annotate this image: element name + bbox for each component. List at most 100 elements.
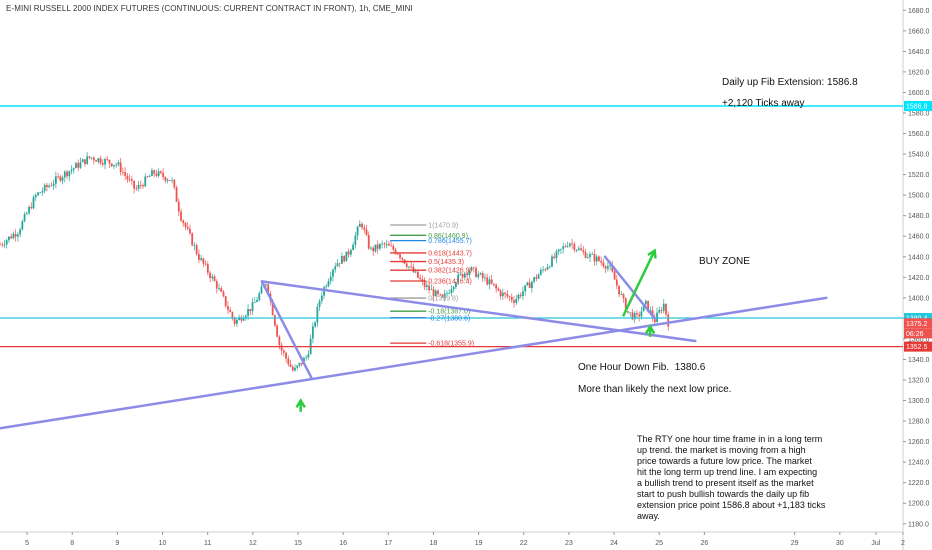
- candle-body: [202, 258, 205, 264]
- candle-body: [548, 266, 551, 268]
- candle-body: [653, 317, 656, 323]
- candle-body: [280, 345, 283, 351]
- candle-body: [155, 173, 158, 176]
- candle-body: [227, 306, 229, 310]
- candle-body: [349, 250, 352, 255]
- candle-body: [52, 183, 55, 186]
- candle-body: [658, 310, 661, 313]
- candle-body: [611, 264, 614, 272]
- candle-body: [365, 229, 368, 235]
- candle-body: [618, 285, 620, 295]
- candle-body: [327, 281, 330, 287]
- candle-body: [537, 274, 540, 279]
- candle-body: [336, 263, 339, 267]
- arrow-head: [644, 324, 656, 335]
- candle-body: [421, 279, 424, 281]
- candle-body: [66, 171, 68, 177]
- candle-body: [396, 253, 399, 255]
- candle-body: [452, 286, 455, 290]
- candle-body: [184, 222, 187, 227]
- candle-body: [231, 312, 234, 318]
- price-badge: [904, 318, 932, 329]
- candle-body: [425, 285, 428, 287]
- candle-body: [457, 274, 460, 283]
- candle-body: [95, 160, 97, 162]
- y-tick-label: 1640.0: [908, 49, 930, 56]
- candle-body: [160, 171, 162, 173]
- candle-body: [555, 251, 558, 259]
- y-tick-label: 1260.0: [908, 439, 930, 446]
- fib-level-label: 0.382(1426.9): [428, 268, 472, 275]
- candle-body: [104, 159, 106, 165]
- candle-body: [320, 295, 323, 301]
- candle-body: [410, 266, 413, 268]
- arrow-head: [295, 398, 306, 409]
- last-price-badge: [904, 312, 932, 323]
- candle-body: [244, 315, 247, 319]
- candle-body: [242, 318, 245, 321]
- candle-body: [16, 234, 19, 237]
- candle-body: [542, 269, 544, 271]
- candle-body: [168, 180, 171, 182]
- candle-body: [372, 247, 375, 252]
- candle-body: [568, 243, 571, 247]
- fib-level-label: -0.27(1380.6): [428, 315, 470, 322]
- candle-body: [381, 243, 384, 245]
- candle-body: [122, 172, 124, 173]
- x-tick-label: 15: [294, 540, 302, 547]
- candle-body: [419, 277, 422, 280]
- candle-body: [180, 211, 182, 221]
- candle-body: [209, 272, 211, 279]
- x-tick-label: 10: [159, 540, 167, 547]
- buy-arrow-left: [295, 398, 306, 412]
- candle-body: [294, 367, 296, 371]
- candle-body: [430, 289, 433, 291]
- low-target-badge: [904, 341, 932, 352]
- y-tick-label: 1500.0: [908, 193, 930, 200]
- x-tick-label: 16: [339, 540, 347, 547]
- candle-body: [63, 171, 66, 178]
- candle-body: [504, 292, 506, 294]
- candle-body: [32, 197, 35, 209]
- candle-body: [441, 294, 444, 298]
- fib-level-label: 0.618(1443.7): [428, 250, 472, 257]
- low-target-badge-label: 1352.5: [906, 344, 928, 351]
- x-tick-label: 2: [901, 540, 905, 547]
- projection-arrow: [621, 248, 657, 317]
- candle-body: [463, 273, 466, 278]
- candle-body: [276, 325, 279, 337]
- y-tick-label: 1680.0: [908, 8, 930, 15]
- candle-body: [133, 180, 135, 189]
- y-tick-label: 1300.0: [908, 398, 930, 405]
- fib-level-label: 0.5(1435.3): [428, 259, 464, 266]
- candle-body: [323, 287, 325, 296]
- candle-body: [41, 191, 44, 193]
- candle-body: [137, 184, 140, 189]
- candle-body: [195, 245, 198, 255]
- x-tick-label: 8: [70, 540, 74, 547]
- y-tick-label: 1240.0: [908, 460, 930, 467]
- candle-body: [271, 300, 274, 316]
- candle-body: [117, 162, 120, 165]
- candle-body: [399, 254, 401, 258]
- candle-body: [97, 158, 100, 162]
- candle-body: [28, 206, 30, 214]
- daily-fib-extension-badge: [904, 100, 932, 111]
- candle-body: [501, 292, 504, 297]
- candle-body: [606, 266, 609, 269]
- buy-zone-label: BUY ZONE: [699, 256, 750, 267]
- candle-body: [213, 276, 216, 282]
- y-tick-label: 1360.0: [908, 336, 930, 343]
- candle-body: [21, 221, 24, 230]
- candle-body: [334, 266, 337, 270]
- candle-body: [528, 282, 531, 289]
- candle-body: [287, 358, 290, 365]
- y-tick-label: 1200.0: [908, 501, 930, 508]
- buy-arrow-right: [644, 324, 656, 337]
- y-tick-label: 1620.0: [908, 69, 930, 76]
- chart-title: E-MINI RUSSELL 2000 INDEX FUTURES (CONTI…: [6, 4, 413, 13]
- daily-fib-extension-badge-label: 1586.8: [906, 103, 928, 110]
- candle-body: [620, 294, 623, 296]
- candle-body: [434, 290, 437, 297]
